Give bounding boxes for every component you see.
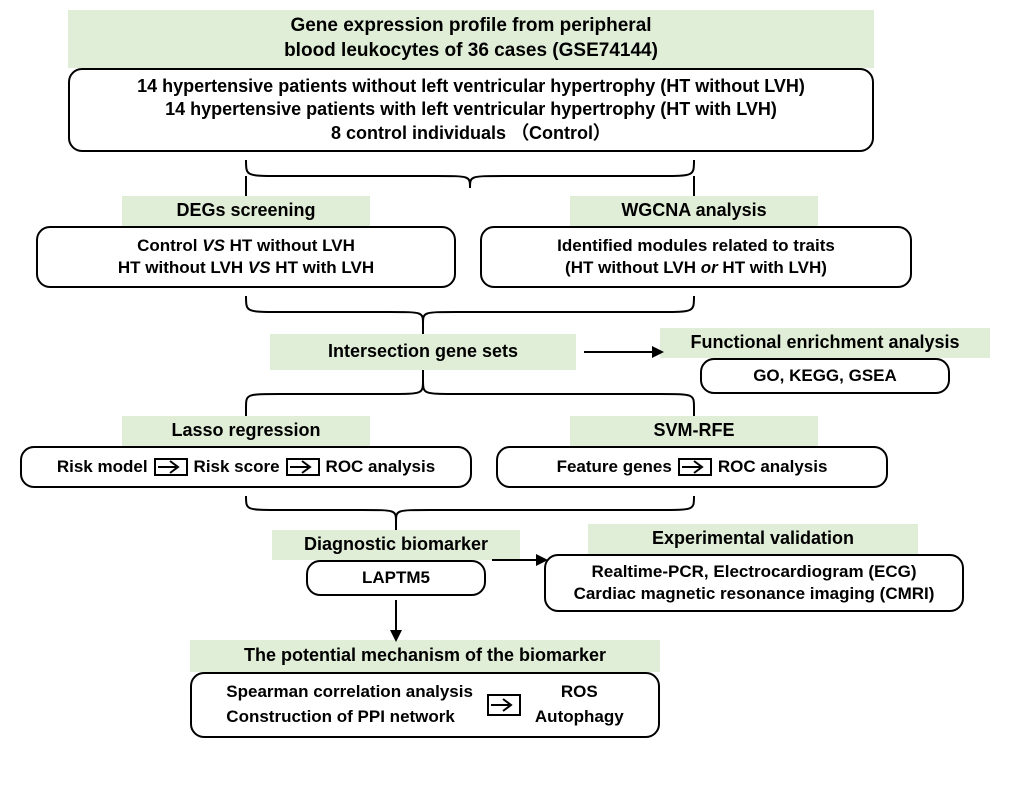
top-header-line2: blood leukocytes of 36 cases (GSE74144) [284, 39, 658, 64]
mechanism-left-2: Construction of PPI network [226, 705, 455, 730]
top-body: 14 hypertensive patients without left ve… [68, 68, 874, 152]
arrow-right-icon [154, 458, 188, 476]
mechanism-right-2: Autophagy [535, 705, 624, 730]
mechanism-header: The potential mechanism of the biomarker [190, 640, 660, 672]
flowchart-canvas: Gene expression profile from peripheral … [0, 0, 1020, 808]
top-header-line1: Gene expression profile from peripheral [290, 14, 651, 39]
func-body: GO, KEGG, GSEA [700, 358, 950, 394]
mechanism-body: Spearman correlation analysis Constructi… [190, 672, 660, 738]
top-body-line3: 8 control individuals （Control） [331, 122, 611, 145]
top-body-line2: 14 hypertensive patients with left ventr… [165, 98, 777, 121]
svm-header: SVM-RFE [570, 416, 818, 446]
validation-header: Experimental validation [588, 524, 918, 554]
lasso-item-1: Risk model [57, 456, 148, 478]
mechanism-right-1: ROS [561, 680, 598, 705]
biomarker-header: Diagnostic biomarker [272, 530, 520, 560]
wgcna-header: WGCNA analysis [570, 196, 818, 226]
validation-body: Realtime-PCR, Electrocardiogram (ECG) Ca… [544, 554, 964, 612]
arrow-right-icon [678, 458, 712, 476]
func-header: Functional enrichment analysis [660, 328, 990, 358]
mechanism-left-1: Spearman correlation analysis [226, 680, 473, 705]
svm-item-1: Feature genes [557, 456, 672, 478]
top-body-line1: 14 hypertensive patients without left ve… [137, 75, 805, 98]
arrow-right-icon [286, 458, 320, 476]
svm-body: Feature genes ROC analysis [496, 446, 888, 488]
intersection-header: Intersection gene sets [270, 334, 576, 370]
svm-item-2: ROC analysis [718, 456, 828, 478]
degs-body: Control VS HT without LVH HT without LVH… [36, 226, 456, 288]
arrow-right-icon [487, 694, 521, 716]
lasso-item-3: ROC analysis [326, 456, 436, 478]
degs-header: DEGs screening [122, 196, 370, 226]
top-header: Gene expression profile from peripheral … [68, 10, 874, 68]
lasso-body: Risk model Risk score ROC analysis [20, 446, 472, 488]
biomarker-body: LAPTM5 [306, 560, 486, 596]
lasso-header: Lasso regression [122, 416, 370, 446]
lasso-item-2: Risk score [194, 456, 280, 478]
wgcna-body: Identified modules related to traits (HT… [480, 226, 912, 288]
